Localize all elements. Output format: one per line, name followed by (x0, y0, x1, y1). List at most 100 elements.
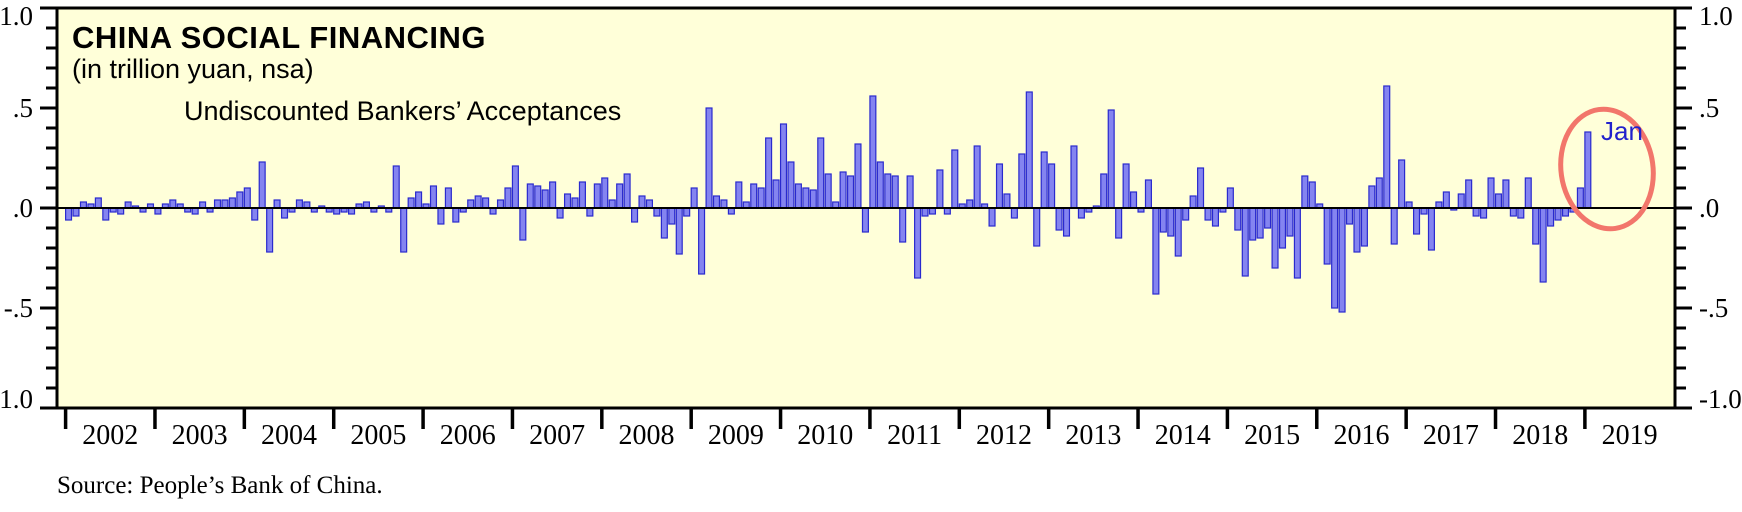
x-axis-year-label: 2013 (1065, 420, 1121, 451)
series-label: Undiscounted Bankers’ Acceptances (184, 96, 622, 126)
x-axis-year-label: 2003 (172, 420, 228, 451)
x-axis-year-label: 2012 (976, 420, 1032, 451)
data-bar (482, 197, 490, 209)
data-bar (623, 173, 631, 209)
data-bar (1055, 207, 1063, 231)
data-bar (712, 195, 721, 209)
data-bar (1249, 207, 1257, 241)
data-bar (809, 189, 817, 209)
data-bar (802, 187, 810, 209)
x-axis-year-label: 2002 (82, 420, 138, 451)
data-bar (973, 145, 981, 209)
data-bar (1383, 85, 1391, 209)
data-bar (1189, 195, 1197, 209)
data-bar (846, 175, 855, 209)
data-bar (549, 181, 557, 209)
data-bar (511, 165, 519, 209)
data-bar (273, 199, 281, 209)
data-bar (64, 207, 73, 221)
data-bar (772, 179, 780, 209)
data-bar (1159, 207, 1167, 233)
data-bar (534, 185, 542, 209)
data-bar (839, 171, 847, 209)
data-bar (653, 207, 661, 217)
data-bar (280, 207, 289, 219)
data-bar (1368, 185, 1376, 209)
data-bar (1554, 207, 1562, 221)
data-bar (757, 187, 765, 209)
y-axis-label-left: .5 (13, 93, 33, 123)
data-bar (1048, 163, 1056, 209)
data-bar (1107, 109, 1115, 209)
data-bar (891, 175, 899, 209)
data-bar (1100, 173, 1108, 209)
data-bar (824, 173, 832, 209)
y-axis-label-right: .5 (1699, 93, 1719, 123)
data-bar (675, 207, 683, 255)
x-axis-year-label: 2014 (1155, 420, 1211, 451)
data-bar (1509, 207, 1517, 217)
data-bar (884, 173, 892, 209)
data-bar (683, 207, 691, 217)
data-bar (1174, 207, 1182, 257)
data-bar (1338, 207, 1346, 313)
x-axis-year-label: 2015 (1244, 420, 1300, 451)
data-bar (213, 199, 222, 209)
data-bar (1256, 207, 1264, 239)
data-bar (251, 207, 259, 221)
x-axis-year-label: 2006 (440, 420, 496, 451)
data-bar (1122, 163, 1130, 209)
data-bar (1308, 181, 1316, 209)
data-bar (1561, 207, 1570, 217)
data-bar (266, 207, 274, 253)
data-bar (1398, 159, 1406, 209)
data-bar (429, 185, 438, 209)
data-bar (1390, 207, 1398, 245)
data-bar (1375, 177, 1383, 209)
data-bar (936, 169, 944, 209)
y-axis-label-right: 1.0 (1699, 1, 1733, 31)
x-axis-year-label: 2007 (529, 420, 585, 451)
x-axis-year-label: 2017 (1423, 420, 1479, 451)
data-bar (563, 193, 572, 209)
data-bar (1360, 207, 1368, 247)
y-axis-label-right: .0 (1699, 193, 1719, 223)
data-bar (1025, 91, 1033, 209)
data-bar (72, 207, 80, 217)
data-bar (1197, 167, 1205, 209)
data-bar (1018, 153, 1026, 209)
x-axis-year-label: 2008 (619, 420, 675, 451)
data-bar (735, 181, 743, 209)
data-bar (906, 175, 914, 209)
data-bar (228, 197, 236, 209)
data-bar (914, 207, 922, 279)
x-axis-year-label: 2004 (261, 420, 317, 451)
data-bar (452, 207, 460, 223)
data-bar (1487, 177, 1495, 209)
data-bar (571, 197, 579, 209)
highlight-ellipse (1558, 106, 1656, 232)
data-bar (608, 199, 616, 209)
y-axis-label-left: 1.0 (0, 1, 33, 31)
data-bar (236, 191, 244, 209)
data-bar (1286, 207, 1294, 237)
data-bar (169, 199, 177, 209)
data-bar (1524, 177, 1532, 209)
data-bar (1547, 207, 1555, 227)
data-bar (1494, 193, 1503, 209)
data-bar (1167, 207, 1175, 237)
data-bar (593, 183, 601, 209)
data-bar (1040, 151, 1048, 209)
data-bar (474, 195, 482, 209)
data-bar (1465, 179, 1473, 209)
x-axis-year-label: 2005 (350, 420, 406, 451)
data-bar (1293, 207, 1301, 279)
data-bar (638, 195, 646, 209)
data-bar (1182, 207, 1190, 221)
data-bar (1532, 207, 1540, 245)
data-bar (995, 163, 1004, 209)
data-bar (765, 137, 773, 209)
data-bar (616, 183, 624, 209)
x-axis-year-label: 2009 (708, 420, 764, 451)
